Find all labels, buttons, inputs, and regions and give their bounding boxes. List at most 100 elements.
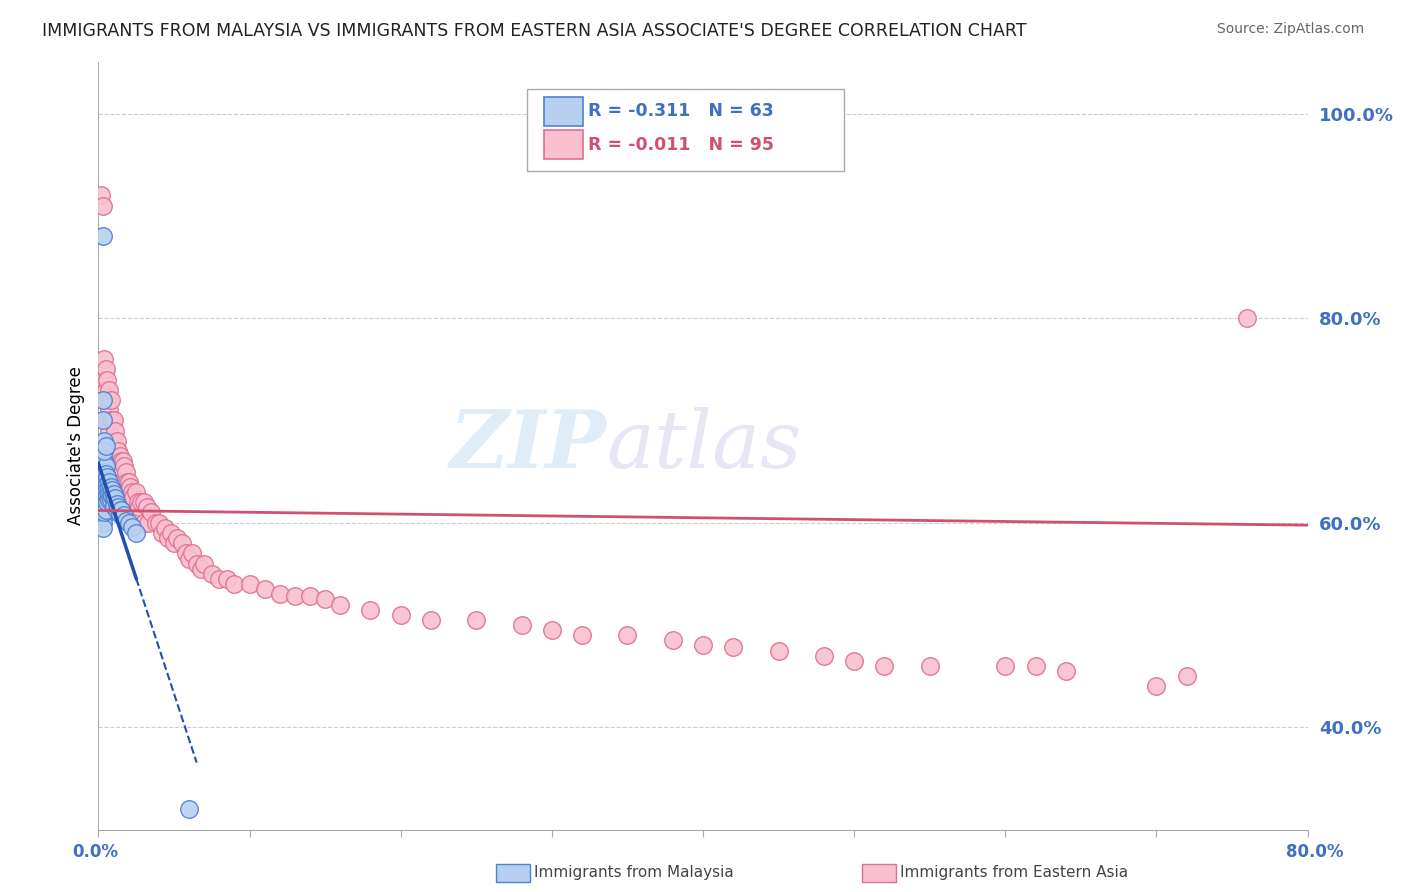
Point (98, 383, 121, 397)
Point (125, 525, 148, 540)
Point (1144, 679, 1167, 693)
Point (91, 495, 114, 509)
Point (873, 659, 896, 673)
Point (103, 487, 125, 501)
Point (215, 572, 238, 586)
Point (105, 503, 128, 517)
Point (127, 495, 149, 509)
Point (96, 495, 118, 509)
Point (136, 516, 159, 530)
Point (163, 536, 186, 550)
Point (135, 500, 157, 515)
Point (91, 480, 114, 494)
Point (1175, 669, 1198, 683)
Point (101, 434, 124, 448)
Point (110, 475, 132, 489)
Point (269, 587, 291, 601)
Point (128, 500, 150, 515)
Point (91, 413, 114, 427)
Point (114, 485, 136, 500)
Point (129, 495, 152, 509)
Point (103, 500, 125, 514)
Point (91, 392, 114, 407)
Point (299, 590, 322, 604)
Point (104, 424, 127, 438)
Point (98, 493, 121, 508)
Point (1054, 664, 1077, 678)
Point (94, 503, 117, 517)
Point (111, 475, 134, 489)
Point (108, 449, 131, 463)
Point (174, 546, 197, 560)
Point (329, 598, 352, 612)
Point (91, 475, 114, 489)
Point (420, 613, 443, 627)
Point (103, 493, 125, 508)
Point (121, 485, 143, 500)
Text: R = -0.011   N = 95: R = -0.011 N = 95 (588, 136, 773, 153)
Point (768, 643, 790, 657)
Point (98, 424, 121, 438)
Point (96, 392, 118, 407)
Point (91, 199, 114, 213)
Point (110, 503, 132, 517)
Point (150, 525, 173, 540)
Point (98, 481, 121, 495)
Point (93, 444, 115, 458)
Point (132, 495, 155, 509)
Point (616, 628, 638, 642)
Point (179, 802, 201, 816)
Point (1236, 311, 1258, 326)
Point (94, 467, 117, 481)
Point (156, 531, 179, 545)
Point (112, 459, 135, 474)
Point (115, 475, 138, 489)
Point (104, 491, 127, 505)
Point (692, 639, 714, 653)
Text: 80.0%: 80.0% (1286, 843, 1343, 861)
Point (96, 469, 118, 483)
Point (160, 525, 183, 540)
Point (844, 654, 866, 668)
Point (100, 480, 122, 494)
Point (91, 490, 114, 504)
Point (93, 500, 115, 515)
Point (132, 516, 155, 530)
Point (107, 500, 129, 515)
Point (94, 362, 117, 376)
Point (94, 383, 117, 397)
Point (94, 497, 117, 511)
Point (253, 582, 276, 597)
Point (110, 454, 132, 468)
Text: 0.0%: 0.0% (73, 843, 118, 861)
Point (141, 506, 163, 520)
Point (93, 454, 115, 468)
Point (91, 506, 114, 520)
Point (571, 628, 593, 642)
Point (108, 507, 131, 521)
Point (90, 188, 112, 202)
Point (181, 546, 204, 560)
Point (93, 480, 115, 494)
Point (94, 479, 117, 493)
Point (100, 413, 122, 427)
Point (389, 607, 412, 622)
Point (91, 516, 114, 530)
Point (111, 454, 134, 468)
Point (118, 495, 141, 509)
Point (105, 454, 128, 468)
Point (465, 613, 488, 627)
Point (118, 516, 141, 530)
Point (153, 521, 176, 535)
Point (284, 590, 307, 604)
Point (91, 521, 114, 535)
Point (96, 413, 118, 427)
Point (107, 465, 129, 479)
Point (125, 485, 148, 500)
Point (93, 372, 115, 386)
Point (93, 495, 115, 509)
Point (103, 434, 125, 448)
Point (93, 469, 115, 483)
Point (93, 487, 115, 501)
Point (105, 497, 128, 511)
